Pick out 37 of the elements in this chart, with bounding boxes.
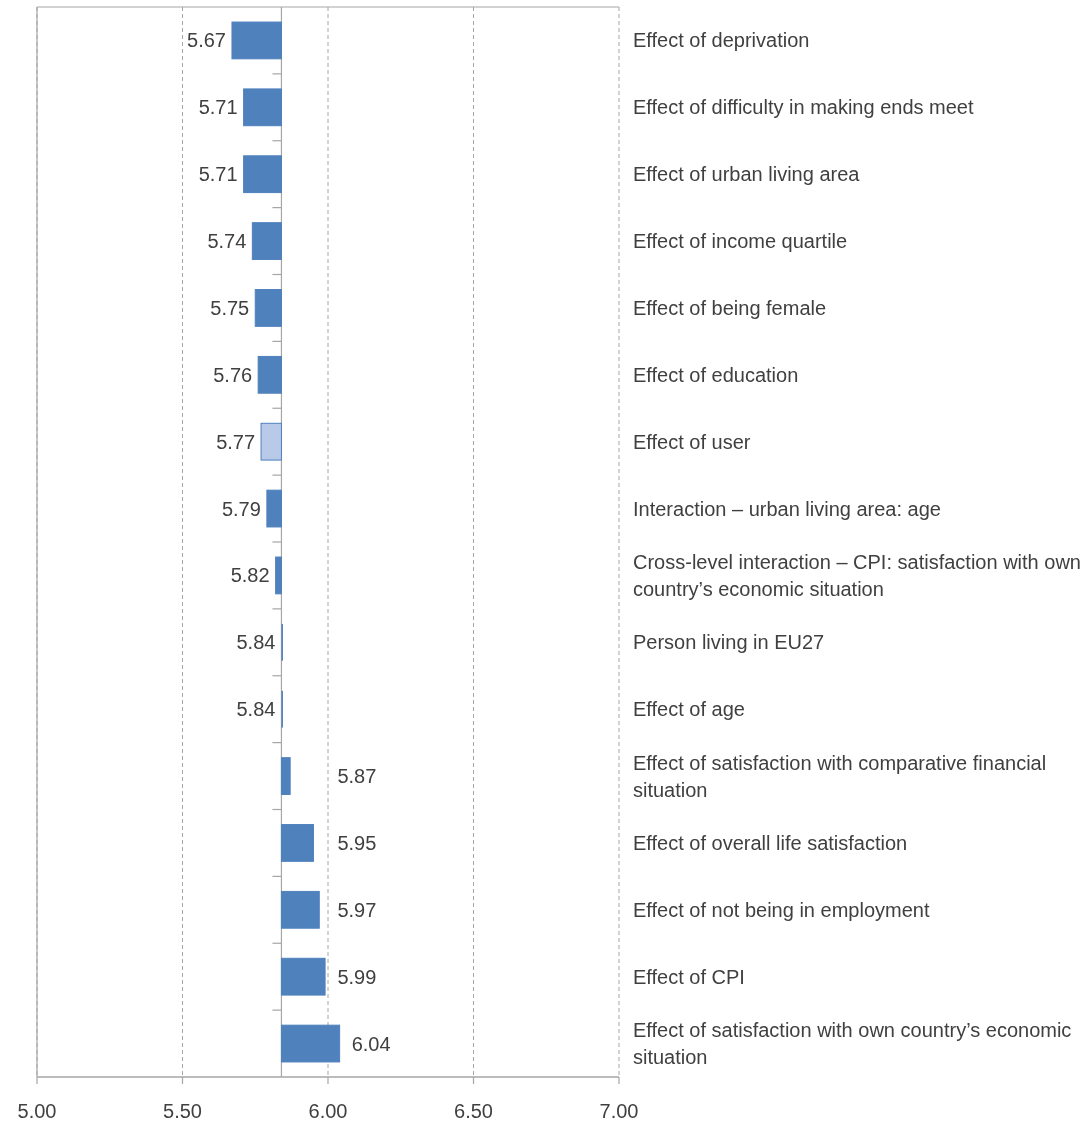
data-label: 5.76	[213, 363, 253, 386]
y-tick-label: Effect of CPI	[633, 965, 745, 988]
data-label: 5.75	[210, 296, 250, 319]
y-tick-label: Effect of being female	[633, 296, 827, 319]
y-tick-label: Interaction – urban living area: age	[633, 497, 941, 520]
y-tick-label: Effect of age	[633, 698, 745, 721]
y-tick-label: Effect of satisfaction with own country’s economic situation	[633, 1019, 1072, 1069]
y-tick-label: Effect of overall life satisfaction	[633, 831, 908, 854]
x-tick-label: 7.00	[599, 1100, 639, 1122]
data-label: 5.87	[337, 765, 377, 788]
y-tick-label: Effect of satisfaction with comparative financial situation	[633, 751, 1047, 801]
x-tick-label: 5.50	[163, 1100, 202, 1122]
data-label: 5.97	[337, 898, 377, 921]
data-label: 5.67	[187, 29, 226, 52]
y-tick-label: Effect of education	[633, 363, 799, 386]
data-label: 5.82	[230, 564, 270, 587]
y-tick-label: Effect of not being in employment	[633, 898, 930, 921]
data-label: 6.04	[351, 1032, 391, 1055]
data-label: 5.74	[207, 230, 247, 253]
y-tick-label: Cross-level interaction – CPI: satisfaction with own country’s economic situation	[633, 550, 1081, 600]
data-label: 5.84	[236, 631, 276, 654]
y-tick-label: Effect of user	[633, 430, 751, 453]
data-label: 5.84	[236, 698, 276, 721]
data-label: 5.71	[198, 163, 238, 186]
y-tick-label: Effect of urban living area	[633, 163, 861, 186]
x-tick-label: 6.00	[308, 1100, 348, 1122]
data-label: 5.77	[216, 430, 256, 453]
data-label: 5.79	[221, 497, 261, 520]
y-tick-label: Effect of income quartile	[633, 230, 848, 253]
y-tick-label: Effect of deprivation	[633, 29, 810, 52]
data-label: 5.99	[337, 965, 377, 988]
x-tick-label: 5.00	[17, 1100, 57, 1122]
data-label: 5.71	[198, 96, 238, 119]
x-tick-label: 6.50	[454, 1100, 493, 1122]
y-tick-label: Person living in EU27	[633, 631, 825, 654]
y-tick-label: Effect of difficulty in making ends meet	[633, 96, 974, 119]
data-label: 5.95	[337, 831, 377, 854]
